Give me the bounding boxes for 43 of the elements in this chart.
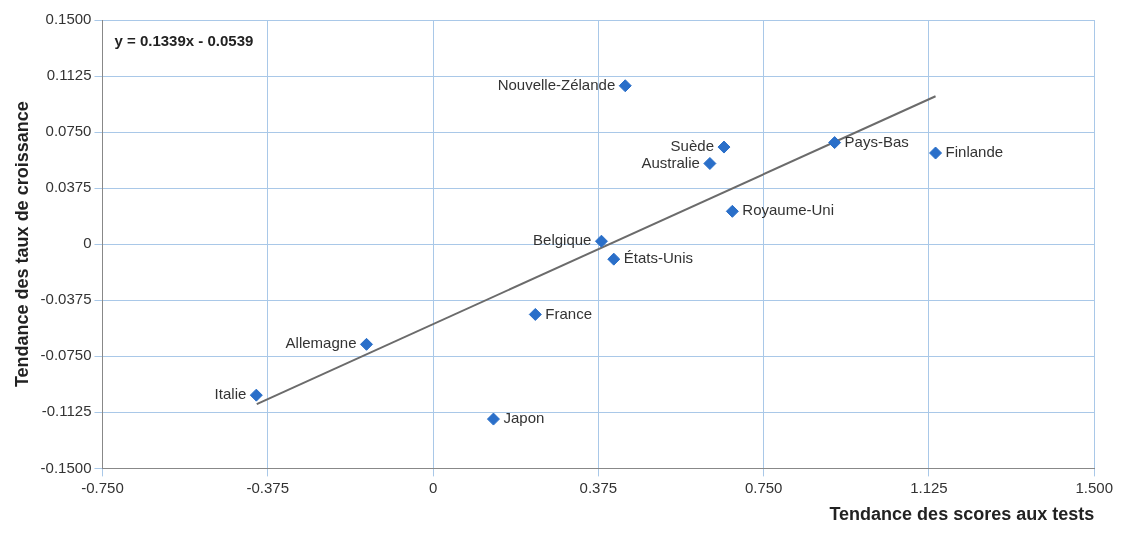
point: [607, 252, 621, 266]
y-tick-label: 0.0375: [45, 178, 92, 196]
y-tick-label: -0.1125: [41, 402, 92, 420]
annotation: Pays-Bas: [844, 132, 909, 150]
annotation: Japon: [503, 409, 545, 427]
point: [828, 136, 842, 150]
y-tick-label: 0.0750: [45, 122, 92, 140]
point: [929, 146, 943, 160]
point: [486, 412, 500, 426]
y-tick-label: -0.0750: [40, 346, 92, 364]
annotation: États-Unis: [623, 249, 693, 267]
point: [618, 79, 632, 93]
annotation: Australie: [641, 153, 700, 171]
x-tick-label: 1.500: [1075, 478, 1114, 496]
x-axis-title: Tendance des scores aux tests: [829, 504, 1095, 525]
y-tick-label: -0.0375: [40, 290, 92, 308]
annotation: Royaume-Uni: [742, 201, 835, 219]
annotation: y = 0.1339x - 0.0539: [114, 32, 254, 50]
point: [528, 307, 542, 321]
x-tick-label: -0.750: [81, 478, 124, 496]
annotation: Nouvelle-Zélande: [497, 75, 616, 93]
point: [249, 388, 263, 402]
point: [717, 140, 731, 154]
point: [594, 234, 608, 248]
y-tick-label: -0.1500: [40, 458, 92, 476]
x-tick-label: 0.750: [744, 478, 783, 496]
y-tick-label: 0.1500: [45, 10, 92, 28]
x-tick-label: 0.375: [579, 478, 618, 496]
x-tick-label: 1.125: [910, 478, 948, 496]
point: [703, 156, 717, 170]
annotation: Allemagne: [285, 334, 357, 352]
x-tick-label: 0: [428, 478, 438, 496]
y-tick-label: 0.1125: [46, 66, 92, 84]
point: [725, 204, 739, 218]
annotation: Suède: [670, 137, 714, 155]
y-axis-title: Tendance des taux de croissance: [11, 101, 32, 388]
x-tick-label: -0.375: [246, 478, 290, 496]
y-tick-label: 0: [83, 234, 92, 252]
annotation: France: [545, 304, 593, 322]
annotation: Finlande: [945, 143, 1004, 161]
annotation: Italie: [214, 385, 247, 403]
point: [360, 337, 373, 351]
annotation: Belgique: [533, 231, 592, 249]
